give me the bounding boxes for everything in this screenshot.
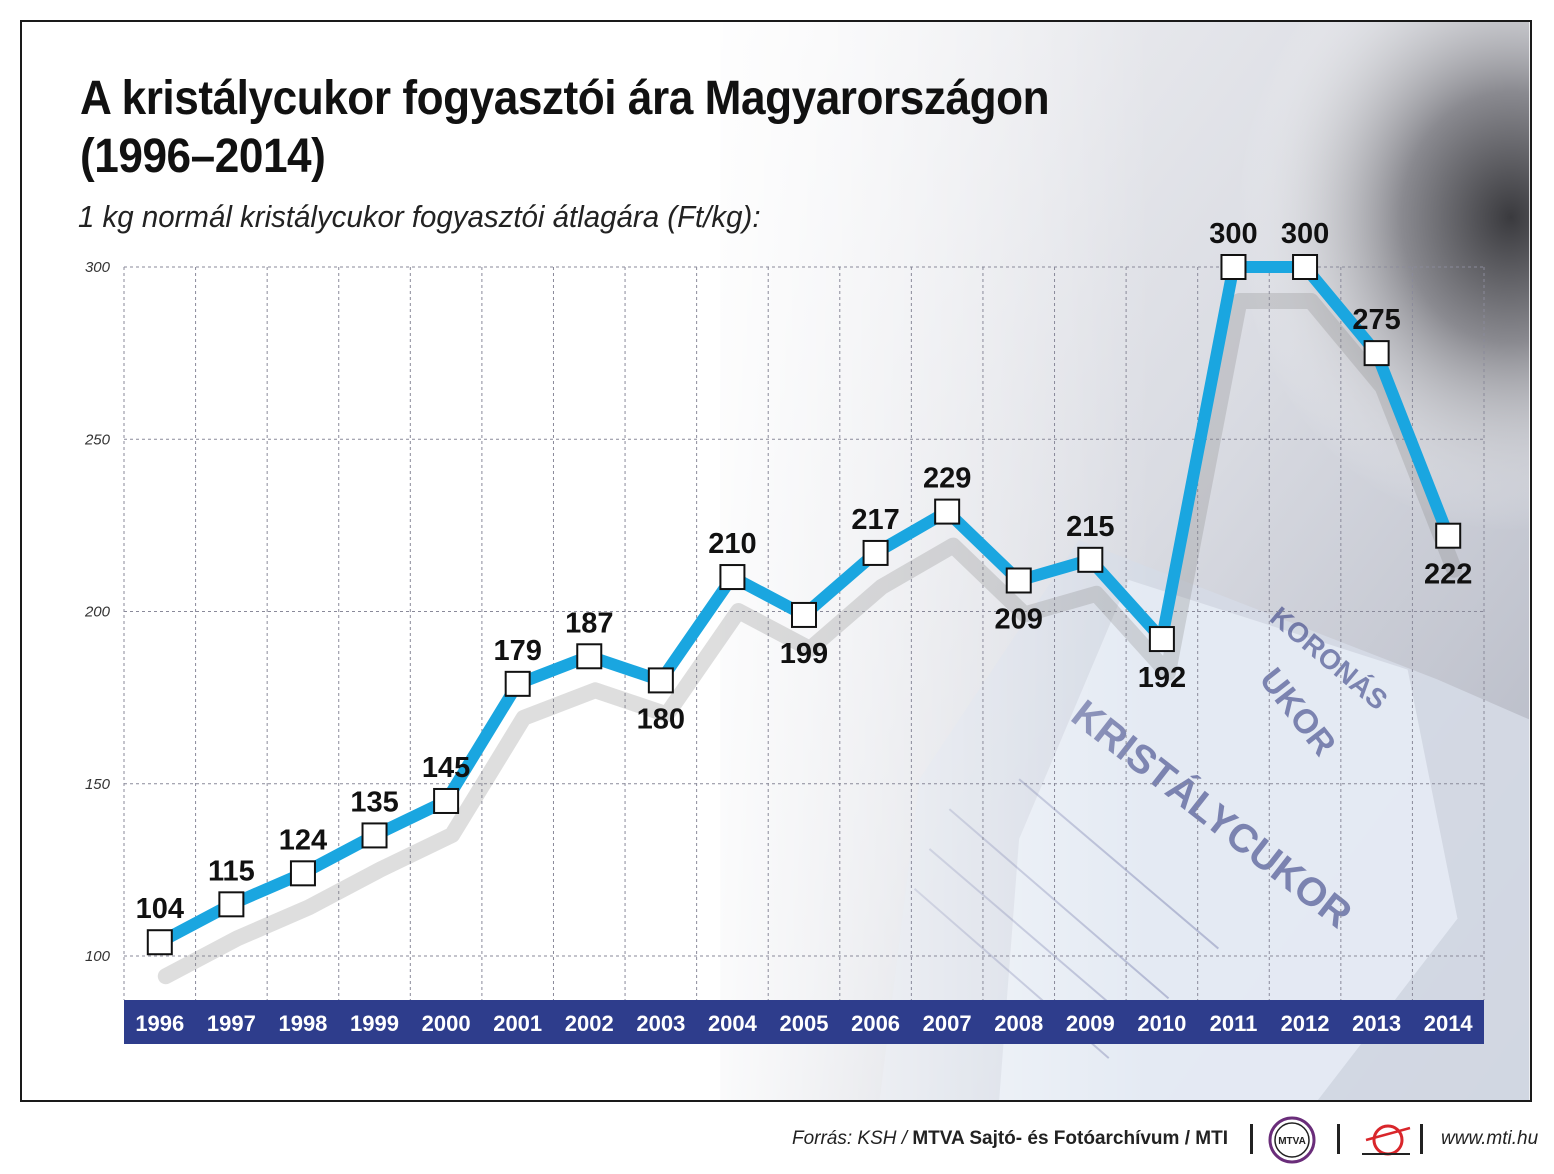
data-label-1998: 124 — [279, 824, 327, 856]
data-label-2014: 222 — [1424, 559, 1472, 591]
x-axis-band: 1996 1997 1998 1999 2000 2001 2002 2003 2004 2005… — [124, 1000, 1484, 1044]
chart-data-labels: 104 115 124 135 145 179 187 180 210 199 217 229 209 2… — [136, 218, 1473, 925]
x-tick-label: 2011 — [1210, 1011, 1258, 1036]
x-tick-label: 2012 — [1281, 1011, 1330, 1036]
data-point-2002 — [576, 643, 603, 670]
data-point-1996 — [146, 929, 173, 956]
sugar-package-photo: KRISTÁLYCUKOR UKOR KORONÁS — [22, 22, 1530, 1100]
y-tick-label: 100 — [85, 948, 111, 965]
x-tick-label: 1996 — [135, 1011, 184, 1036]
data-point-2006 — [862, 539, 889, 566]
data-point-2010 — [1148, 626, 1175, 653]
x-tick-label: 2014 — [1424, 1011, 1474, 1036]
data-point-2003 — [647, 667, 674, 694]
x-tick-label: 2009 — [1066, 1011, 1115, 1036]
data-point-2009 — [1077, 546, 1104, 573]
x-tick-label: 1999 — [350, 1011, 399, 1036]
series-line-shadow — [157, 293, 1463, 985]
data-point-2004 — [719, 564, 746, 591]
data-label-2008: 209 — [995, 603, 1043, 635]
source-agency: MTI — [1195, 1128, 1228, 1149]
x-tick-label: 2002 — [565, 1011, 614, 1036]
data-point-2005 — [791, 601, 817, 628]
x-tick-label: 2007 — [923, 1011, 972, 1036]
x-tick-label: 2000 — [422, 1011, 471, 1036]
data-label-1999: 135 — [350, 786, 398, 818]
footer: Forrás: KSH / MTVA Sajtó- és Fotóarchívu… — [0, 1110, 1554, 1170]
website-link[interactable]: www.mti.hu — [1441, 1128, 1539, 1149]
x-tick-label: 2003 — [636, 1011, 685, 1036]
data-point-1997 — [218, 891, 245, 918]
data-label-2010: 192 — [1138, 662, 1186, 694]
y-tick-label: 150 — [85, 776, 111, 793]
x-tick-label: 2010 — [1137, 1011, 1186, 1036]
footer-separator — [1250, 1124, 1253, 1154]
data-label-2006: 217 — [851, 504, 899, 536]
mti-logo-icon — [1362, 1124, 1411, 1156]
data-label-2012: 300 — [1281, 218, 1329, 250]
x-axis-band-bg — [124, 1000, 1484, 1044]
footer-separator — [1337, 1124, 1340, 1154]
chart-title: A kristálycukor fogyasztói ára Magyarors… — [80, 70, 1050, 186]
data-label-2000: 145 — [422, 752, 470, 784]
chart-title-line-1: A kristálycukor fogyasztói ára Magyarors… — [80, 72, 1050, 125]
source-separator: / — [1179, 1128, 1196, 1149]
chart-title-line-2: (1996–2014) — [80, 130, 326, 183]
y-tick-label: 250 — [84, 431, 111, 448]
chart-grid: 100 150 200 250 300 — [84, 259, 1485, 1000]
data-point-2000 — [433, 787, 460, 814]
data-label-2003: 180 — [637, 703, 685, 735]
data-label-2007: 229 — [923, 463, 971, 495]
data-point-2012 — [1292, 254, 1319, 280]
data-point-2001 — [504, 670, 531, 697]
data-label-1997: 115 — [208, 855, 255, 887]
x-tick-label: 1997 — [207, 1011, 256, 1036]
x-tick-label: 2008 — [994, 1011, 1043, 1036]
chart-subtitle: 1 kg normál kristálycukor fogyasztói átl… — [78, 199, 761, 234]
data-label-2011: 300 — [1209, 218, 1257, 250]
chart-markers — [146, 254, 1462, 956]
x-tick-label: 2013 — [1352, 1011, 1401, 1036]
source-prefix: Forrás: KSH / — [791, 1128, 913, 1149]
x-tick-label: 2005 — [780, 1011, 829, 1036]
data-label-2004: 210 — [708, 528, 756, 560]
data-label-2013: 275 — [1352, 304, 1400, 336]
y-tick-label: 200 — [84, 604, 111, 621]
footer-separator — [1420, 1124, 1423, 1154]
source-archive: MTVA Sajtó- és Fotóarchívum — [912, 1128, 1180, 1149]
data-label-2005: 199 — [780, 638, 828, 670]
data-point-2014 — [1435, 522, 1462, 549]
data-label-2001: 179 — [493, 635, 541, 667]
data-label-2002: 187 — [565, 607, 613, 639]
infographic-frame: KRISTÁLYCUKOR UKOR KORONÁS A kristálycuk… — [20, 20, 1532, 1102]
data-point-1999 — [361, 822, 388, 849]
x-tick-label: 2004 — [708, 1011, 758, 1036]
mtva-logo-text: MTVA — [1278, 1136, 1306, 1147]
mtva-logo-icon: MTVA — [1268, 1116, 1316, 1164]
x-tick-label: 2001 — [493, 1011, 542, 1036]
data-point-2011 — [1220, 254, 1247, 280]
x-tick-label: 2006 — [851, 1011, 900, 1036]
data-point-2007 — [934, 498, 961, 525]
x-tick-label: 1998 — [278, 1011, 327, 1036]
source-credit: Forrás: KSH / MTVA Sajtó- és Fotóarchívu… — [792, 1128, 1228, 1150]
line-chart: 100 150 200 250 300 1996 1997 1998 1999 2000 2001… — [84, 218, 1485, 1044]
data-point-2013 — [1363, 340, 1390, 367]
data-label-1996: 104 — [136, 893, 184, 925]
data-label-2009: 215 — [1066, 511, 1114, 543]
y-tick-label: 300 — [85, 259, 111, 276]
data-point-1998 — [289, 860, 316, 887]
data-point-2008 — [1005, 567, 1032, 594]
